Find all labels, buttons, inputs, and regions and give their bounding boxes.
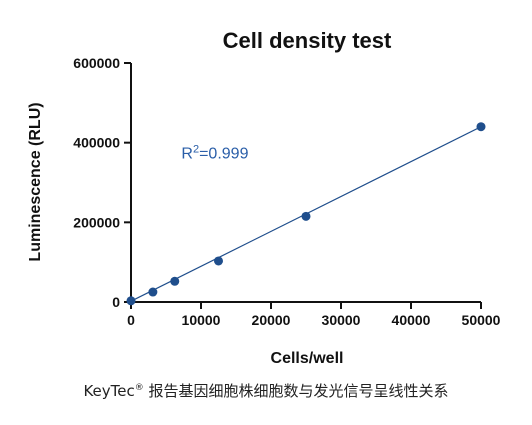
x-tick-label: 30000: [322, 312, 361, 328]
r-squared-annotation: R2=0.999: [181, 144, 248, 163]
y-tick-label: 0: [112, 294, 120, 310]
y-tick-label: 600000: [73, 55, 120, 71]
x-tick-label: 0: [127, 312, 135, 328]
registered-mark: ®: [134, 383, 144, 393]
y-tick-label: 200000: [73, 214, 120, 230]
axes: 0 200000 400000 600000 0 10000 20000 30000 40000…: [73, 55, 500, 328]
y-axis-label: Luminescence (RLU): [27, 102, 44, 261]
r-squared-superscript: 2: [193, 144, 199, 156]
x-axis-label: Cells/well: [271, 350, 344, 367]
cell-density-chart: Cell density test 0 200000 400000 600000 0 10…: [27, 28, 501, 367]
figure-caption: KeyTec® 报告基因细胞株细胞数与发光信号呈线性关系: [0, 380, 532, 401]
y-tick-label: 400000: [73, 135, 120, 151]
x-tick-label: 50000: [462, 312, 501, 328]
x-tick-label: 40000: [392, 312, 431, 328]
data-point: [214, 256, 223, 266]
data-point: [170, 276, 180, 286]
data-points: [126, 122, 486, 306]
caption-brand: KeyTec: [83, 382, 135, 400]
data-point: [301, 211, 311, 221]
data-point: [148, 287, 158, 297]
x-tick-label: 10000: [182, 312, 221, 328]
x-tick-label: 20000: [252, 312, 291, 328]
data-point: [476, 122, 486, 132]
r-squared-prefix: R: [181, 146, 193, 163]
r-squared-value: =0.999: [199, 146, 248, 163]
caption-text: 报告基因细胞株细胞数与发光信号呈线性关系: [143, 382, 449, 400]
data-point: [126, 296, 136, 306]
chart-title: Cell density test: [223, 28, 392, 53]
